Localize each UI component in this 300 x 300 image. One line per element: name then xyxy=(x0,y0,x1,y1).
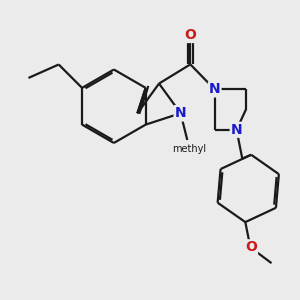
Text: N: N xyxy=(175,106,186,120)
Text: methyl: methyl xyxy=(172,144,206,154)
Text: O: O xyxy=(184,28,196,42)
Text: N: N xyxy=(209,82,220,96)
Text: O: O xyxy=(245,240,257,254)
Text: N: N xyxy=(231,123,242,137)
Text: N: N xyxy=(175,106,186,120)
